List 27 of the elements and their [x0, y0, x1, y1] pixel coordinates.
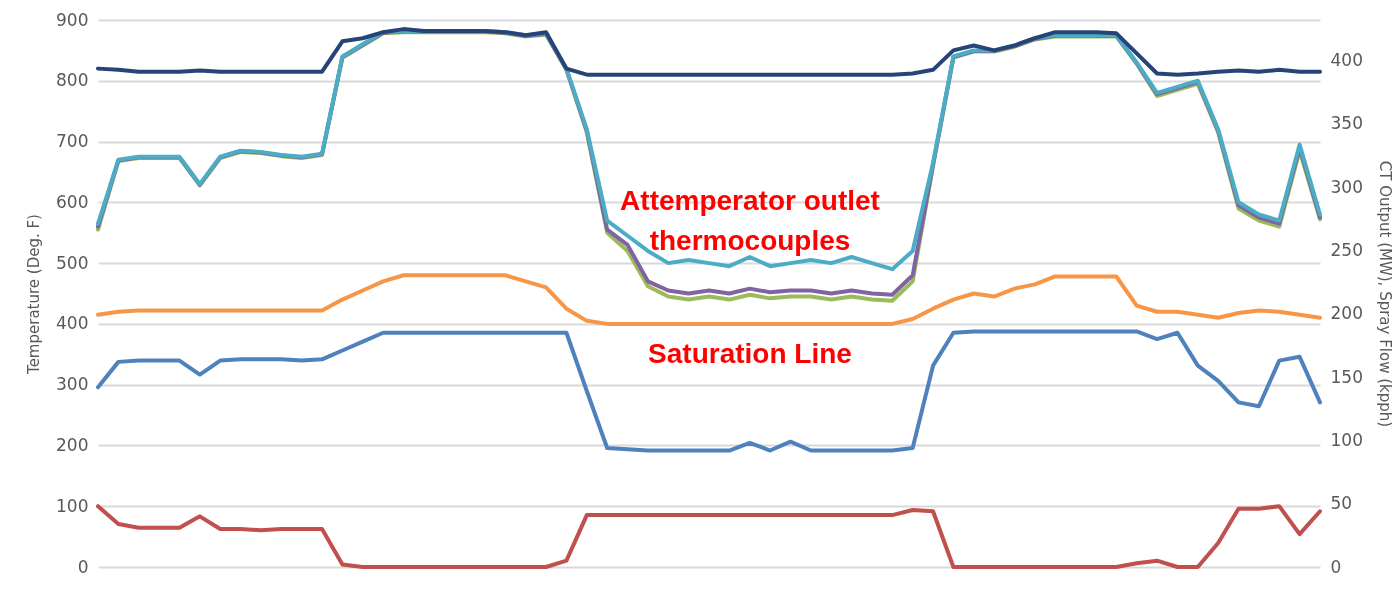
- y2-tick-label: 300: [1330, 176, 1363, 197]
- y-tick-label: 700: [56, 131, 89, 152]
- y2-tick-label: 350: [1330, 113, 1363, 134]
- y-axis-title: Temperature (Deg. F): [25, 214, 44, 375]
- y-tick-label: 600: [56, 191, 89, 212]
- line-series: [96, 329, 1322, 453]
- y-tick-label: 300: [56, 374, 89, 395]
- line-series: [96, 27, 1322, 77]
- y2-tick-label: 400: [1330, 50, 1363, 71]
- y-tick-label: 200: [56, 434, 89, 455]
- y-tick-label: 0: [77, 556, 89, 577]
- y2-tick-label: 150: [1330, 366, 1363, 387]
- y-tick-label: 400: [56, 313, 89, 334]
- y-tick-label: 100: [56, 495, 89, 516]
- y2-tick-label: 50: [1330, 493, 1353, 514]
- line-series: [96, 273, 1322, 326]
- y2-tick-label: 250: [1330, 239, 1363, 260]
- y-tick-label: 800: [56, 70, 89, 91]
- y2-tick-label: 100: [1330, 429, 1363, 450]
- annotation: Saturation Line: [648, 338, 852, 369]
- y-tick-label: 900: [56, 9, 89, 30]
- annotation: Attemperator outlet thermocouples: [620, 185, 880, 256]
- y2-tick-label: 0: [1330, 556, 1342, 577]
- y-tick-label: 500: [56, 252, 89, 273]
- y2-tick-label: 200: [1330, 303, 1363, 324]
- y2-axis-title: CT Output (MW), Spray Flow (kpph): [1375, 160, 1394, 428]
- line-series: [96, 504, 1322, 569]
